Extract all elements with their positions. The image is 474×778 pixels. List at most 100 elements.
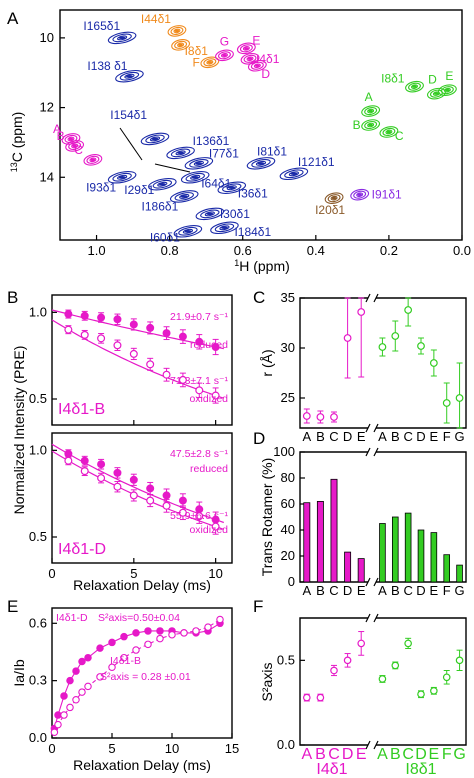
B-point-oxidized	[211, 391, 220, 400]
A-peak-contour-blue-2	[145, 134, 165, 144]
A-peak-core-blue-11	[180, 195, 188, 198]
E-point-I4δ1-B	[72, 696, 80, 704]
A-peak-contour-magenta-2	[83, 154, 103, 166]
C-category-label: B	[391, 429, 400, 444]
A-peak-core-blue-10	[228, 186, 236, 189]
C-category-label: B	[316, 429, 325, 444]
F-point	[455, 656, 464, 665]
A-peak-contour-blue-1	[119, 71, 140, 81]
A-peak-contour-magenta-2	[89, 157, 97, 163]
A-peak-contour-magenta-4	[242, 46, 250, 51]
B-top-oxidized-rate: 71.3±7.1 s⁻¹	[170, 375, 229, 387]
B-point-reduced	[162, 491, 171, 500]
A-ytick-label: 12	[40, 100, 54, 115]
B-point-reduced	[80, 311, 89, 320]
A-peak-contour-blue-1	[124, 73, 135, 79]
A-peak-core-orange-0	[174, 29, 180, 33]
D-bar	[316, 500, 324, 583]
A-peak-core-magenta-0	[68, 137, 74, 141]
F-point	[442, 673, 451, 682]
C-category-label: D	[343, 429, 352, 444]
A-peak-label-green-5: I8δ1	[381, 72, 405, 86]
A-peak-contour-orange-0	[167, 25, 187, 37]
B-point-reduced	[129, 475, 138, 484]
B-point-oxidized	[97, 334, 106, 343]
B-point-reduced	[64, 310, 73, 319]
D-ytick-label: 20	[281, 548, 295, 563]
A-peak-contour-blue-6	[246, 157, 276, 170]
C-category-label: C	[329, 429, 338, 444]
E-series-B-label: I4δ1-B	[110, 655, 141, 667]
F-category-label: E	[429, 746, 440, 763]
B-frame	[51, 294, 233, 426]
E-point-I4δ1-B	[78, 688, 86, 696]
A-peak-label-blue-3: I136δ1	[193, 134, 230, 148]
D-ytick-label: 40	[281, 522, 295, 537]
A-peak-label-blue-2: I154δ1	[110, 108, 147, 122]
F-category-label: D	[415, 746, 427, 763]
E-point-I4δ1-B	[60, 711, 68, 719]
A-peak-contour-blue-4	[193, 160, 205, 166]
A-peak-label-green-0: A	[365, 90, 373, 104]
A-peak-contour-blue-6	[251, 158, 271, 168]
A-peak-label-orange-0: I44δ1	[141, 12, 171, 26]
D-bar	[379, 523, 386, 583]
D-category-label: E	[430, 583, 439, 598]
D-bar	[303, 502, 311, 583]
E-point-I4δ1-D	[72, 667, 80, 675]
B-ytick-label: 0.5	[29, 529, 47, 544]
B-bottom-label: I4δ1-D	[58, 541, 106, 558]
A-peak-contour-magenta-4	[239, 44, 253, 53]
A-peak-contour-green-5	[410, 84, 418, 89]
C-point	[391, 332, 400, 340]
A-peak-contour-blue-2	[140, 132, 170, 146]
B-point-oxidized	[211, 522, 220, 531]
A-peak-contour-green-4	[437, 84, 457, 96]
A-peak-core-green-0	[368, 109, 373, 113]
C-panel-letter: C	[253, 288, 265, 307]
F-break-mark	[373, 740, 379, 750]
B-point-reduced	[146, 323, 155, 332]
D-category-label: D	[416, 583, 425, 598]
E-ytick-label: 0.3	[29, 673, 47, 688]
F-category-label: B	[315, 746, 326, 763]
A-peak-label-magenta-0: A	[53, 122, 61, 136]
A-peak-core-green-2	[386, 130, 392, 134]
A-peak-contour-blue-12	[195, 207, 225, 221]
A-peak-contour-blue-7	[279, 167, 309, 181]
F-category-label: G	[453, 746, 465, 763]
A-peak-contour-blue-11	[179, 193, 190, 199]
C-point	[442, 399, 451, 407]
A-peak-contour-green-2	[382, 127, 396, 137]
A-peak-contour-orange-0	[170, 26, 184, 35]
A-peak-contour-orange-1	[177, 42, 185, 48]
A-peak-contour-magenta-0	[61, 133, 81, 145]
C-break-mark	[373, 423, 379, 433]
D-bar	[443, 554, 451, 583]
A-peak-contour-orange-2	[206, 59, 214, 65]
E-point-I4δ1-D	[54, 711, 62, 719]
E-series-B-s2: S²axis = 0.28 ±0.01	[100, 671, 191, 683]
B-point-oxidized	[178, 375, 187, 384]
A-peak-contour-magenta-6	[220, 53, 228, 58]
E-point-I4δ1-B	[108, 663, 116, 672]
A-peak-contour-blue-2	[149, 136, 161, 142]
E-point-I4δ1-B	[66, 703, 74, 712]
A-peak-core-magenta-4	[244, 47, 249, 50]
E-frame	[51, 607, 233, 739]
E-point-I4δ1-B	[132, 646, 140, 654]
E-point-I4δ1-B	[50, 728, 59, 737]
B-ylabel: Normalized Intensity (PRE)	[11, 346, 27, 515]
D-bar	[330, 478, 338, 583]
D-bar	[404, 512, 412, 583]
E-point-I4δ1-D	[78, 657, 86, 666]
E-point-I4δ1-D	[60, 692, 68, 700]
F-break-mark	[373, 613, 379, 623]
A-peak-contour-green-0	[367, 108, 375, 114]
B-point-oxidized	[129, 491, 138, 500]
A-ytick-label: 14	[40, 169, 54, 184]
B-point-oxidized	[129, 349, 138, 358]
B-point-reduced	[146, 484, 155, 493]
A-peak-label-blue-0: I165δ1	[83, 19, 120, 33]
